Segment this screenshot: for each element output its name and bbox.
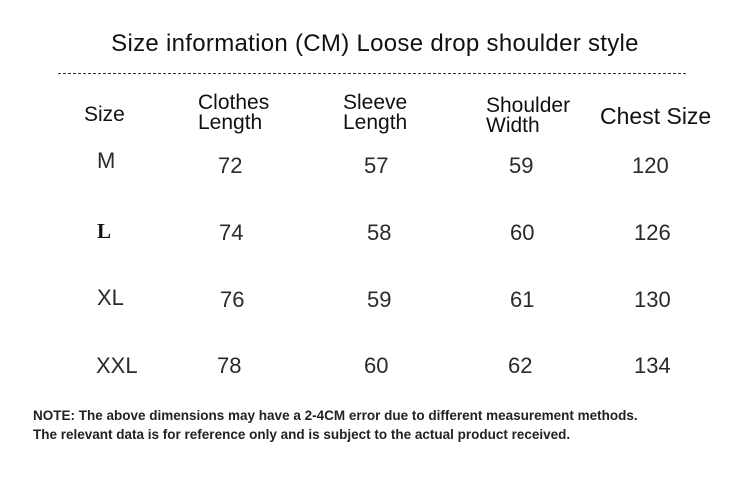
table-cell-sleeve-length: 60 — [364, 353, 389, 378]
table-cell-sleeve-length: 59 — [367, 287, 392, 312]
table-cell-clothes-length: 74 — [219, 220, 244, 245]
table-cell-shoulder-width: 61 — [510, 287, 535, 312]
table-row-size: XXL — [96, 353, 138, 378]
note-line-2: The relevant data is for reference only … — [33, 427, 571, 442]
note-line-1: NOTE: The above dimensions may have a 2-… — [33, 408, 638, 423]
table-cell-shoulder-width: 60 — [510, 220, 535, 245]
table-cell-chest-size: 134 — [634, 353, 671, 378]
table-row-size: L — [97, 219, 112, 243]
header-chest-size: Chest Size — [600, 103, 712, 129]
table-cell-chest-size: 126 — [634, 220, 671, 245]
table-cell-clothes-length: 72 — [218, 153, 243, 178]
table-cell-chest-size: 120 — [632, 153, 669, 178]
header-shoulder-width: Shoulder Width — [486, 94, 571, 137]
table-row-size: M — [97, 148, 116, 173]
page-title: Size information (CM) Loose drop shoulde… — [111, 30, 639, 57]
table-cell-clothes-length: 76 — [220, 287, 245, 312]
table-row-size: XL — [97, 285, 124, 310]
header-size: Size — [84, 103, 125, 126]
table-cell-chest-size: 130 — [634, 287, 671, 312]
table-cell-sleeve-length: 58 — [367, 220, 392, 245]
dashed-divider — [58, 73, 686, 74]
table-cell-shoulder-width: 62 — [508, 353, 533, 378]
header-clothes-length: Clothes Length — [198, 91, 270, 134]
header-sleeve-length: Sleeve Length — [343, 91, 408, 134]
measurement-note: NOTE: The above dimensions may have a 2-… — [33, 406, 745, 444]
table-cell-clothes-length: 78 — [217, 353, 242, 378]
table-cell-shoulder-width: 59 — [509, 153, 534, 178]
table-cell-sleeve-length: 57 — [364, 153, 389, 178]
